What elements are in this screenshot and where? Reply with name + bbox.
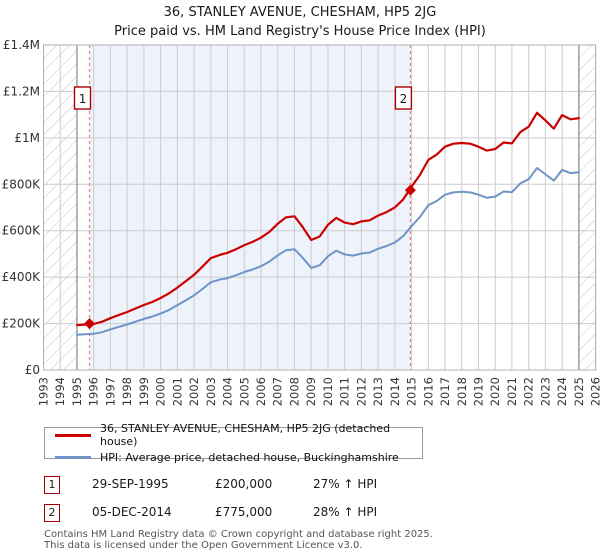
svg-text:£400K: £400K <box>2 270 42 284</box>
svg-text:2000: 2000 <box>154 377 168 406</box>
svg-text:2017: 2017 <box>438 377 452 406</box>
svg-text:£1M: £1M <box>14 131 40 145</box>
svg-text:2019: 2019 <box>471 377 485 406</box>
svg-text:£600K: £600K <box>2 224 42 238</box>
transaction-2-price: £775,000 <box>215 505 273 519</box>
footer-line-2: This data is licensed under the Open Gov… <box>44 540 363 551</box>
price-chart: 1 2 £0 £200K £400K £600K £800K £1M £1.2M £1.4M 199… <box>2 38 600 406</box>
svg-text:2023: 2023 <box>538 377 552 406</box>
svg-text:2016: 2016 <box>421 377 435 406</box>
svg-text:2021: 2021 <box>505 377 519 406</box>
svg-text:1998: 1998 <box>120 377 134 406</box>
svg-text:2008: 2008 <box>287 377 301 406</box>
license-footer: Contains HM Land Registry data © Crown c… <box>44 529 584 551</box>
svg-text:2015: 2015 <box>405 377 419 406</box>
svg-text:2018: 2018 <box>455 377 469 406</box>
svg-text:2005: 2005 <box>237 377 251 406</box>
svg-text:1996: 1996 <box>87 377 101 406</box>
svg-text:1994: 1994 <box>53 377 67 406</box>
svg-text:2003: 2003 <box>204 377 218 406</box>
footer-line-1: Contains HM Land Registry data © Crown c… <box>44 529 433 540</box>
svg-text:2012: 2012 <box>354 377 368 406</box>
svg-text:£1.2M: £1.2M <box>3 84 40 98</box>
page-title: 36, STANLEY AVENUE, CHESHAM, HP5 2JG <box>163 5 437 20</box>
transaction-1-hpi-diff: 27% ↑ HPI <box>313 477 378 491</box>
transaction-2-date: 05-DEC-2014 <box>92 505 172 519</box>
svg-text:2014: 2014 <box>388 377 402 406</box>
legend-label: 36, STANLEY AVENUE, CHESHAM, HP5 2JG (de… <box>100 422 391 448</box>
transaction-1-badge: 1 <box>44 476 60 494</box>
svg-text:1997: 1997 <box>103 377 117 406</box>
transaction-1-price: £200,000 <box>215 477 273 491</box>
transaction-1-date: 29-SEP-1995 <box>92 477 169 491</box>
svg-text:2001: 2001 <box>170 377 184 406</box>
page-subtitle: Price paid vs. HM Land Registry's House … <box>114 24 486 39</box>
svg-text:2025: 2025 <box>572 377 586 406</box>
svg-text:2024: 2024 <box>555 377 569 406</box>
svg-text:2002: 2002 <box>187 377 201 406</box>
transaction-row-1: 1 29-SEP-1995 £200,000 27% ↑ HPI <box>0 476 600 494</box>
transaction-2-badge: 2 <box>44 504 60 522</box>
svg-text:1: 1 <box>79 92 87 106</box>
blue-line-swatch <box>55 456 91 459</box>
svg-text:2004: 2004 <box>221 377 235 406</box>
legend-item-price-paid: 36, STANLEY AVENUE, CHESHAM, HP5 2JG (de… <box>55 422 422 448</box>
svg-text:2007: 2007 <box>271 377 285 406</box>
svg-text:2026: 2026 <box>589 377 600 406</box>
transaction-row-2: 2 05-DEC-2014 £775,000 28% ↑ HPI <box>0 504 600 522</box>
chart-legend: 36, STANLEY AVENUE, CHESHAM, HP5 2JG (de… <box>44 422 423 464</box>
svg-text:2009: 2009 <box>304 377 318 406</box>
svg-text:£200K: £200K <box>2 317 42 331</box>
svg-text:£1.4M: £1.4M <box>3 38 40 52</box>
red-line-swatch <box>55 433 91 437</box>
svg-text:1999: 1999 <box>137 377 151 406</box>
svg-text:1993: 1993 <box>37 377 51 406</box>
svg-text:2010: 2010 <box>321 377 335 406</box>
legend-label: HPI: Average price, detached house, Buck… <box>100 451 399 464</box>
svg-text:2: 2 <box>400 92 408 106</box>
legend-item-hpi: HPI: Average price, detached house, Buck… <box>55 451 422 464</box>
svg-text:1995: 1995 <box>70 377 84 406</box>
svg-text:2011: 2011 <box>338 377 352 406</box>
svg-text:£800K: £800K <box>2 177 42 191</box>
svg-text:2020: 2020 <box>488 377 502 406</box>
svg-text:2006: 2006 <box>254 377 268 406</box>
transaction-2-hpi-diff: 28% ↑ HPI <box>313 505 378 519</box>
svg-text:2013: 2013 <box>371 377 385 406</box>
svg-text:2022: 2022 <box>522 377 536 406</box>
svg-text:£0: £0 <box>25 363 40 377</box>
